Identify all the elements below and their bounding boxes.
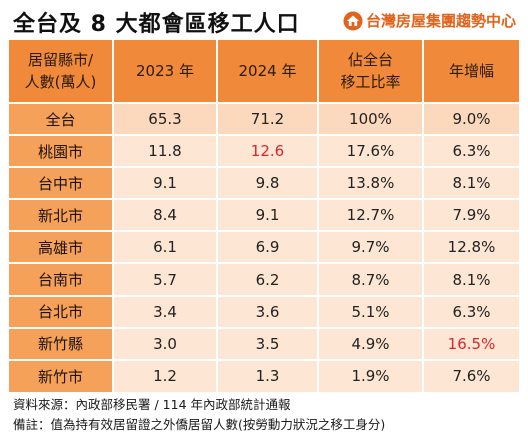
header-2023-label: 2023 年: [136, 62, 194, 80]
page-title: 全台及 8 大都會區移工人口: [13, 12, 300, 37]
table-row: 新北市 8.4 9.1 12.7% 7.9%: [9, 199, 519, 233]
city-name-cell: 全台: [9, 103, 114, 137]
migrant-worker-table: 居留縣市/ 人數(萬人) 2023 年 2024 年 佔全台 移工比率 年增幅 …: [9, 40, 519, 392]
migrant-worker-table-container: 居留縣市/ 人數(萬人) 2023 年 2024 年 佔全台 移工比率 年增幅 …: [9, 40, 519, 392]
table-row: 桃園市 11.8 12.6 17.6% 6.3%: [9, 135, 519, 169]
value-2023-cell: 65.3: [113, 103, 218, 137]
value-2023-cell: 3.0: [113, 327, 218, 361]
table-header-row: 居留縣市/ 人數(萬人) 2023 年 2024 年 佔全台 移工比率 年增幅: [9, 40, 519, 104]
city-name-cell: 新竹縣: [9, 327, 114, 361]
header-2024: 2024 年: [217, 40, 319, 104]
value-2023-cell: 8.4: [113, 199, 218, 233]
growth-cell: 9.0%: [423, 103, 519, 137]
growth-cell: 6.3%: [423, 135, 519, 169]
ratio-cell: 100%: [318, 103, 424, 137]
header-city-line1: 居留縣市/: [27, 51, 94, 69]
city-name-cell: 新北市: [9, 199, 114, 233]
ratio-cell: 1.9%: [318, 359, 424, 392]
value-2024-cell: 6.9: [217, 231, 319, 265]
ratio-cell: 8.7%: [318, 263, 424, 297]
brand-name: 台灣房屋集團趨勢中心: [365, 12, 516, 30]
ratio-cell: 12.7%: [318, 199, 424, 233]
table-row: 全台 65.3 71.2 100% 9.0%: [9, 103, 519, 137]
house-logo-icon: [343, 11, 363, 30]
growth-cell: 8.1%: [423, 263, 519, 297]
ratio-cell: 4.9%: [318, 327, 424, 361]
value-2024-cell: 71.2: [217, 103, 319, 137]
header-ratio-line2: 移工比率: [340, 73, 401, 91]
value-2023-cell: 1.2: [113, 359, 218, 392]
footnotes: 資料來源：內政部移民署 / 114 年內政部統計通報 備註：值為持有效居留證之外…: [13, 395, 385, 435]
value-2024-cell: 3.5: [217, 327, 319, 361]
value-2024-cell: 3.6: [217, 295, 319, 329]
table-row: 高雄市 6.1 6.9 9.7% 12.8%: [9, 231, 519, 265]
ratio-cell: 5.1%: [318, 295, 424, 329]
ratio-cell: 17.6%: [318, 135, 424, 169]
growth-cell: 7.6%: [423, 359, 519, 392]
brand: 台灣房屋集團趨勢中心: [343, 10, 516, 31]
city-name-cell: 台南市: [9, 263, 114, 297]
value-2023-cell: 9.1: [113, 167, 218, 201]
city-name-cell: 台中市: [9, 167, 114, 201]
city-name-cell: 台北市: [9, 295, 114, 329]
table-row: 台南市 5.7 6.2 8.7% 8.1%: [9, 263, 519, 297]
ratio-cell: 13.8%: [318, 167, 424, 201]
table-row: 台中市 9.1 9.8 13.8% 8.1%: [9, 167, 519, 201]
header: 全台及 8 大都會區移工人口 台灣房屋集團趨勢中心: [0, 0, 528, 40]
value-2024-cell: 9.8: [217, 167, 319, 201]
growth-cell: 12.8%: [423, 231, 519, 265]
header-city-line2: 人數(萬人): [24, 73, 97, 91]
table-row: 新竹縣 3.0 3.5 4.9% 16.5%: [9, 327, 519, 361]
growth-cell: 16.5%: [423, 327, 519, 361]
table-row: 新竹市 1.2 1.3 1.9% 7.6%: [9, 359, 519, 392]
source-note: 資料來源：內政部移民署 / 114 年內政部統計通報: [13, 397, 291, 412]
value-2024-cell: 1.3: [217, 359, 319, 392]
header-ratio-line1: 佔全台: [347, 51, 393, 69]
header-ratio: 佔全台 移工比率: [318, 40, 424, 104]
header-city: 居留縣市/ 人數(萬人): [9, 40, 114, 104]
value-2023-cell: 3.4: [113, 295, 218, 329]
value-2024-cell: 9.1: [217, 199, 319, 233]
header-growth: 年增幅: [423, 40, 519, 104]
value-2023-cell: 6.1: [113, 231, 218, 265]
value-2024-cell: 12.6: [217, 135, 319, 169]
header-growth-label: 年增幅: [448, 62, 494, 80]
remark-note: 備註：值為持有效居留證之外僑居留人數(按勞動力狀況之移工身分): [13, 417, 386, 432]
ratio-cell: 9.7%: [318, 231, 424, 265]
growth-cell: 6.3%: [423, 295, 519, 329]
header-2024-label: 2024 年: [238, 62, 297, 80]
city-name-cell: 新竹市: [9, 359, 114, 392]
city-name-cell: 桃園市: [9, 135, 114, 169]
value-2023-cell: 5.7: [113, 263, 218, 297]
city-name-cell: 高雄市: [9, 231, 114, 265]
value-2023-cell: 11.8: [113, 135, 218, 169]
growth-cell: 7.9%: [423, 199, 519, 233]
value-2024-cell: 6.2: [217, 263, 319, 297]
table-row: 台北市 3.4 3.6 5.1% 6.3%: [9, 295, 519, 329]
header-2023: 2023 年: [113, 40, 218, 104]
growth-cell: 8.1%: [423, 167, 519, 201]
